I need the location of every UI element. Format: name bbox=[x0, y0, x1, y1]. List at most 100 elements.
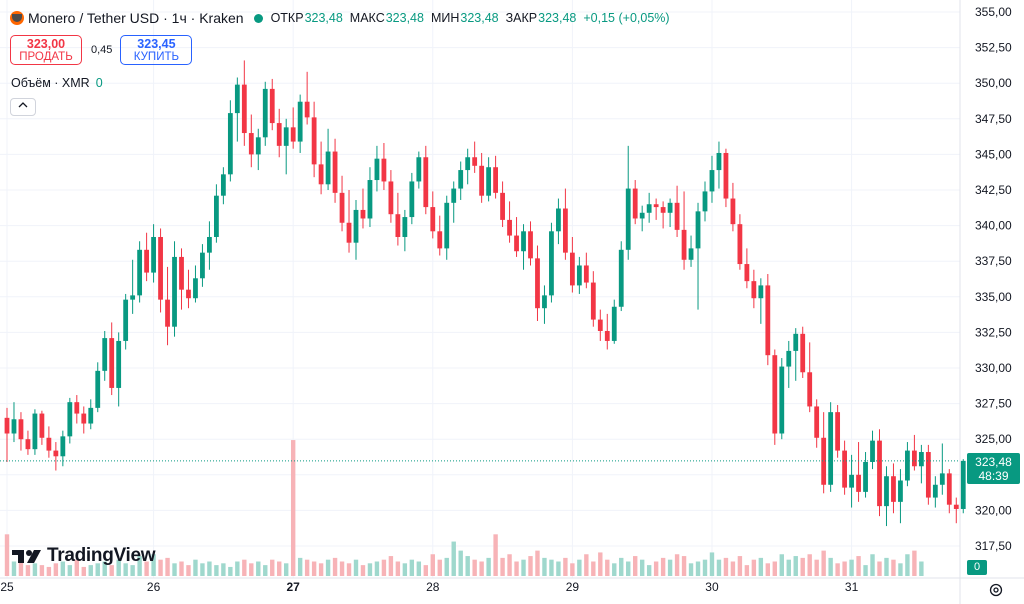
candle-body bbox=[46, 437, 52, 451]
candle-body bbox=[269, 88, 275, 124]
candle-body bbox=[779, 366, 785, 434]
market-status-icon[interactable] bbox=[253, 13, 263, 23]
candle-body bbox=[814, 406, 820, 438]
trade-panel: 323,00 ПРОДАТЬ 0,45 323,45 КУПИТЬ bbox=[10, 35, 193, 65]
volume-bar bbox=[807, 554, 812, 576]
candle-body bbox=[207, 236, 212, 253]
volume-bar bbox=[646, 565, 652, 576]
volume-bar bbox=[179, 561, 184, 576]
candle-body bbox=[535, 258, 540, 309]
volume-bar bbox=[633, 556, 638, 576]
volume-bar bbox=[793, 556, 798, 576]
volume-bar bbox=[249, 563, 254, 576]
low-label: МИН bbox=[430, 11, 460, 25]
volume-bar bbox=[67, 565, 73, 576]
volume-bar bbox=[514, 561, 519, 576]
candle-body bbox=[123, 299, 129, 341]
candle-body bbox=[325, 151, 331, 185]
candle-body bbox=[681, 229, 687, 260]
collapse-legend-button[interactable] bbox=[10, 98, 36, 116]
volume-bar bbox=[102, 561, 107, 576]
candle-body bbox=[332, 151, 338, 193]
candle-body bbox=[576, 265, 582, 286]
last-price-label: 323,48 48:39 bbox=[967, 453, 1020, 484]
volume-bar bbox=[332, 557, 338, 576]
volume-bar bbox=[284, 563, 289, 576]
candle-body bbox=[828, 412, 834, 485]
volume-bar bbox=[660, 557, 666, 576]
spread-value: 0,45 bbox=[91, 44, 113, 56]
candle-body bbox=[702, 191, 708, 212]
bar-countdown: 48:39 bbox=[978, 469, 1009, 483]
y-tick-label: 332,50 bbox=[975, 325, 1012, 339]
volume-bar bbox=[800, 557, 805, 576]
candle-body bbox=[283, 127, 289, 146]
candle-body bbox=[946, 473, 952, 505]
candle-body bbox=[144, 249, 149, 273]
volume-bar bbox=[165, 557, 170, 576]
candle-body bbox=[179, 256, 184, 290]
buy-button[interactable]: 323,45 КУПИТЬ bbox=[120, 35, 193, 65]
volume-bar bbox=[256, 561, 261, 576]
y-tick-label: 355,00 bbox=[975, 5, 1012, 19]
symbol-title[interactable]: Monero / Tether USD · 1ч · Kraken bbox=[28, 10, 244, 26]
volume-bar bbox=[912, 550, 917, 576]
y-tick-label: 342,50 bbox=[975, 183, 1012, 197]
volume-bar bbox=[716, 559, 722, 576]
volume-bar bbox=[172, 563, 177, 576]
candle-body bbox=[597, 319, 603, 331]
candle-body bbox=[311, 117, 317, 165]
volume-bar bbox=[744, 565, 750, 576]
candle-body bbox=[583, 265, 589, 283]
candle-body bbox=[402, 217, 408, 237]
candle-body bbox=[423, 157, 429, 208]
volume-bar bbox=[25, 565, 31, 576]
candle-body bbox=[877, 440, 882, 507]
candle-body bbox=[465, 157, 471, 171]
volume-legend[interactable]: Объём · XMR 0 bbox=[11, 76, 103, 90]
candle-body bbox=[11, 419, 17, 434]
volume-bar bbox=[144, 561, 149, 576]
candle-body bbox=[856, 474, 861, 492]
volume-bar bbox=[353, 559, 359, 576]
volume-bar bbox=[130, 565, 135, 576]
volume-bar bbox=[263, 565, 268, 576]
y-tick-label: 327,50 bbox=[975, 397, 1012, 411]
volume-bar bbox=[318, 563, 324, 576]
tradingview-logo[interactable]: TradingView bbox=[12, 545, 156, 567]
y-tick-label: 317,50 bbox=[975, 539, 1012, 553]
candle-body bbox=[821, 437, 827, 485]
candle-body bbox=[688, 248, 694, 260]
volume-bar bbox=[32, 563, 38, 576]
candle-body bbox=[318, 164, 324, 185]
volume-bar bbox=[493, 534, 498, 576]
candle-body bbox=[646, 204, 652, 213]
x-tick-label: 29 bbox=[566, 580, 580, 594]
volume-bar bbox=[626, 561, 631, 576]
volume-bar bbox=[891, 559, 896, 576]
candle-body bbox=[625, 188, 631, 250]
volume-bar bbox=[311, 561, 317, 576]
sell-button[interactable]: 323,00 ПРОДАТЬ bbox=[10, 35, 82, 65]
volume-bar bbox=[884, 557, 889, 576]
volume-bar bbox=[639, 559, 645, 576]
volume-bar bbox=[39, 565, 45, 576]
x-tick-label: 26 bbox=[147, 580, 161, 594]
volume-bar bbox=[786, 559, 791, 576]
candle-body bbox=[151, 236, 156, 273]
volume-bar bbox=[772, 561, 777, 576]
candle-body bbox=[521, 231, 526, 252]
candle-body bbox=[891, 476, 896, 502]
high-value: 323,48 bbox=[385, 11, 424, 25]
candle-body bbox=[507, 219, 512, 236]
volume-bar bbox=[591, 561, 596, 576]
volume-bar bbox=[158, 559, 163, 576]
settings-gear-icon[interactable] bbox=[988, 582, 1004, 598]
volume-bar bbox=[695, 561, 701, 576]
candle-body bbox=[39, 413, 45, 438]
candle-body bbox=[67, 402, 73, 437]
candle-body bbox=[220, 174, 226, 196]
volume-bar bbox=[905, 554, 910, 576]
volume-bar bbox=[584, 554, 589, 576]
